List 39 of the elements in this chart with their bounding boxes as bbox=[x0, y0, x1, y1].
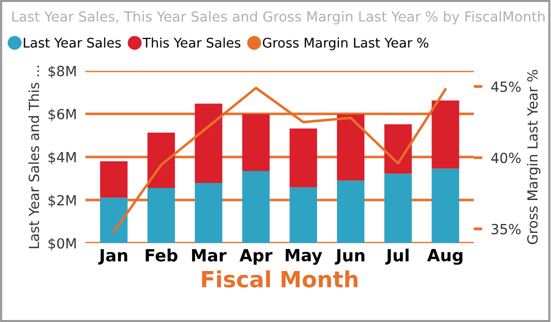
bar bbox=[336, 114, 364, 181]
x-tick-label: May bbox=[286, 249, 322, 265]
y-tick-label: $2M bbox=[48, 194, 76, 208]
legend-label: Gross Margin Last Year % bbox=[262, 37, 428, 50]
legend-label: Last Year Sales bbox=[24, 37, 121, 48]
chart-title: Last Year Sales, This Year Sales and Gross Margin Last Year % by FiscalMonth bbox=[12, 10, 545, 24]
bar bbox=[290, 187, 318, 244]
bar bbox=[147, 188, 175, 244]
x-tick-label: Apr bbox=[240, 249, 272, 265]
x-tick-label: Jan bbox=[98, 249, 128, 265]
y2-axis-title: Gross Margin Last Year % bbox=[526, 70, 540, 244]
y-axis-title: Last Year Sales and This ... bbox=[28, 66, 40, 248]
bar bbox=[100, 161, 128, 198]
bar bbox=[100, 198, 128, 244]
bar bbox=[290, 128, 318, 188]
bar bbox=[242, 170, 270, 244]
y2-tick-label: 35% bbox=[492, 224, 521, 234]
bar bbox=[336, 180, 364, 244]
y2-tick-label: 40% bbox=[491, 152, 521, 164]
x-tick-label: Jun bbox=[334, 249, 364, 265]
bar bbox=[194, 183, 222, 244]
bar bbox=[242, 114, 270, 171]
x-tick-label: Aug bbox=[427, 249, 462, 265]
y-tick-label: $0M bbox=[48, 238, 76, 250]
bar bbox=[147, 132, 175, 188]
y-tick-label: $4M bbox=[48, 152, 76, 164]
bar bbox=[194, 104, 222, 184]
y-tick-label: $8M bbox=[48, 66, 76, 78]
bar bbox=[384, 124, 412, 174]
y-tick-label: $6M bbox=[48, 108, 76, 122]
bar bbox=[432, 100, 460, 169]
bar bbox=[432, 168, 460, 244]
x-tick-label: Mar bbox=[192, 249, 227, 262]
y2-tick-label: 45% bbox=[491, 81, 521, 92]
x-axis-title: Fiscal Month bbox=[202, 270, 358, 288]
legend-label: This Year Sales bbox=[142, 37, 240, 48]
x-tick-label: Feb bbox=[146, 248, 178, 262]
x-tick-label: Jul bbox=[385, 248, 409, 265]
bar bbox=[384, 174, 412, 244]
